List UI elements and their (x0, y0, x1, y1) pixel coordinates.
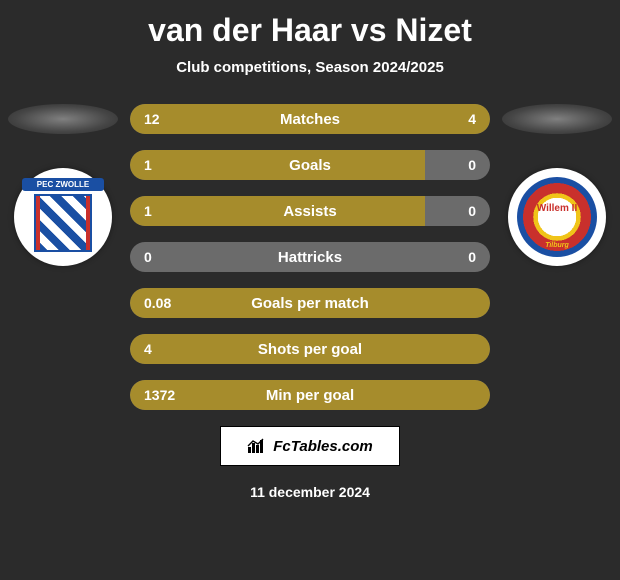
willem-label-text: Willem II (517, 203, 597, 214)
shadow-ellipse (8, 104, 118, 134)
watermark-text: FcTables.com (273, 438, 372, 455)
stat-label: Matches (130, 111, 490, 128)
stat-label: Goals per match (130, 295, 490, 312)
season-subtitle: Club competitions, Season 2024/2025 (0, 59, 620, 76)
stat-row: 4Shots per goal (130, 334, 490, 364)
right-club-logo: Willem II Tilburg (508, 168, 606, 266)
stat-right-value: 0 (468, 157, 476, 173)
stat-label: Goals (130, 157, 490, 174)
shadow-ellipse (502, 104, 612, 134)
left-player-badge: PEC ZWOLLE (8, 104, 118, 266)
stat-label: Hattricks (130, 249, 490, 266)
stat-label: Shots per goal (130, 341, 490, 358)
stat-label: Min per goal (130, 387, 490, 404)
stat-right-value: 0 (468, 203, 476, 219)
stat-right-value: 4 (468, 111, 476, 127)
page-title: van der Haar vs Nizet (0, 0, 620, 49)
stat-label: Assists (130, 203, 490, 220)
pec-banner-text: PEC ZWOLLE (22, 178, 104, 191)
snapshot-date: 11 december 2024 (0, 484, 620, 500)
watermark-badge: FcTables.com (220, 426, 400, 466)
willem-sublabel-text: Tilburg (517, 242, 597, 249)
stat-row: 1Assists0 (130, 196, 490, 226)
stat-row: 1Goals0 (130, 150, 490, 180)
comparison-panel: PEC ZWOLLE Willem II Tilburg 12Matches4 1… (0, 104, 620, 410)
pec-shield-icon (34, 194, 92, 252)
willem-ii-logo: Willem II Tilburg (517, 177, 597, 257)
stat-right-value: 0 (468, 249, 476, 265)
stat-row: 12Matches4 (130, 104, 490, 134)
stat-row: 1372Min per goal (130, 380, 490, 410)
stat-row: 0Hattricks0 (130, 242, 490, 272)
pec-zwolle-logo: PEC ZWOLLE (22, 176, 104, 258)
stat-row: 0.08Goals per match (130, 288, 490, 318)
chart-icon (247, 438, 267, 454)
right-player-badge: Willem II Tilburg (502, 104, 612, 266)
left-club-logo: PEC ZWOLLE (14, 168, 112, 266)
stat-bars: 12Matches41Goals01Assists00Hattricks00.0… (130, 104, 490, 410)
